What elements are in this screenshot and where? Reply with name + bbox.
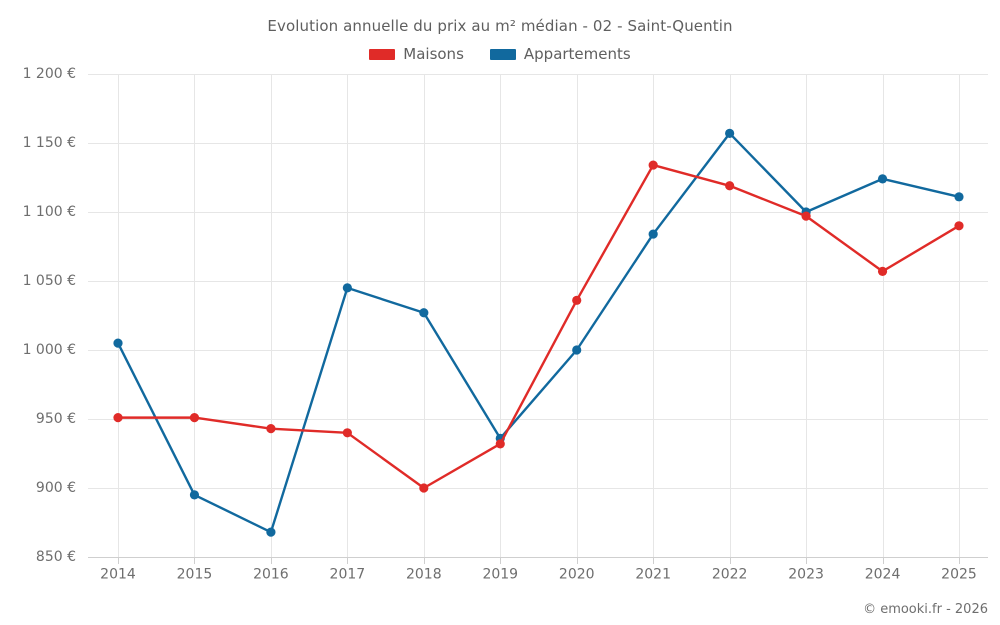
data-point[interactable] xyxy=(954,221,964,231)
legend-item-appartements[interactable]: Appartements xyxy=(489,45,631,63)
chart-title: Evolution annuelle du prix au m² médian … xyxy=(267,17,733,35)
y-axis-tick-label: 950 € xyxy=(36,411,76,427)
data-point[interactable] xyxy=(266,527,276,537)
data-point[interactable] xyxy=(266,424,276,434)
data-point[interactable] xyxy=(189,490,200,500)
data-point[interactable] xyxy=(877,174,888,184)
data-point[interactable] xyxy=(725,181,735,191)
data-point[interactable] xyxy=(725,128,735,138)
x-axis-tick-label: 2025 xyxy=(941,567,977,583)
x-axis-tick-label: 2014 xyxy=(100,567,136,583)
y-axis-tick-label: 1 000 € xyxy=(23,342,76,358)
data-point[interactable] xyxy=(877,266,888,276)
data-point[interactable] xyxy=(342,283,352,293)
data-point[interactable] xyxy=(954,192,964,202)
x-axis-tick-label: 2018 xyxy=(406,567,442,583)
legend-label-maisons: Maisons xyxy=(403,45,464,63)
data-point[interactable] xyxy=(342,428,352,438)
x-axis-tick-label: 2017 xyxy=(330,567,366,583)
chart-credit: © emooki.fr - 2026 xyxy=(863,602,988,617)
x-axis-tick-label: 2021 xyxy=(635,567,671,583)
data-point[interactable] xyxy=(572,345,582,355)
legend-label-appartements: Appartements xyxy=(523,45,631,63)
data-point[interactable] xyxy=(572,295,582,305)
data-point[interactable] xyxy=(801,211,811,221)
x-axis-tick-label: 2019 xyxy=(482,567,518,583)
chart-legend: Maisons Appartements xyxy=(0,45,1000,63)
data-point[interactable] xyxy=(113,413,123,423)
y-axis-tick-label: 1 200 € xyxy=(23,66,76,82)
legend-swatch-maisons xyxy=(369,48,396,60)
x-axis-tick-label: 2024 xyxy=(865,567,901,583)
y-axis-tick-label: 1 150 € xyxy=(23,135,76,151)
series-line-appartements xyxy=(116,132,961,534)
x-axis-tick-label: 2016 xyxy=(253,567,289,583)
data-point[interactable] xyxy=(189,413,200,423)
data-point[interactable] xyxy=(495,439,505,449)
legend-item-maisons[interactable]: Maisons xyxy=(369,45,464,63)
x-axis-tick-label: 2023 xyxy=(788,567,824,583)
x-axis-tick-label: 2020 xyxy=(559,567,595,583)
data-point[interactable] xyxy=(113,338,123,348)
x-axis-tick-label: 2022 xyxy=(712,567,748,583)
data-point[interactable] xyxy=(419,308,429,318)
data-point[interactable] xyxy=(648,160,658,170)
y-axis-tick-label: 850 € xyxy=(36,549,76,565)
data-point[interactable] xyxy=(419,483,429,493)
y-axis-tick-label: 900 € xyxy=(36,480,76,496)
y-axis-tick-label: 1 050 € xyxy=(23,273,76,289)
series-line-maisons xyxy=(116,163,961,490)
y-axis-tick-label: 1 100 € xyxy=(23,204,76,220)
data-point[interactable] xyxy=(648,229,658,239)
legend-swatch-appartements xyxy=(489,48,516,60)
x-axis-tick-label: 2015 xyxy=(177,567,213,583)
